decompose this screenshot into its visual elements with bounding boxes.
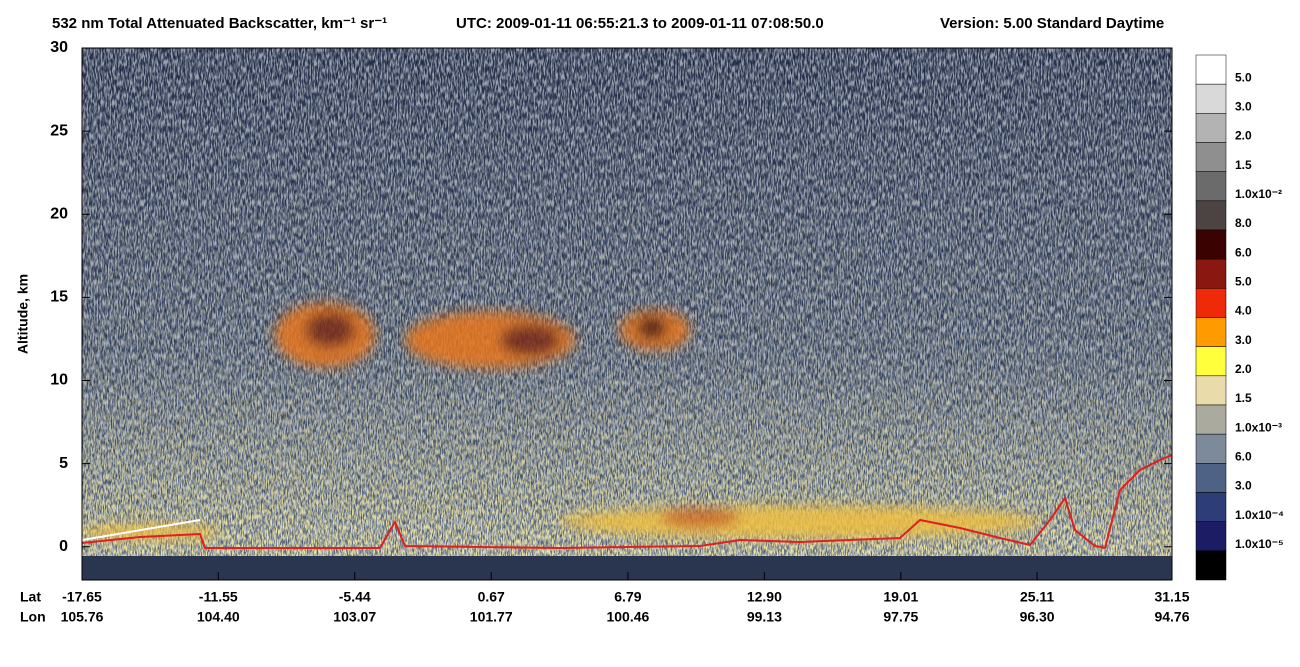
x-tick-label: 25.11 [1020, 589, 1054, 605]
x-tick-label: 12.90 [747, 589, 782, 605]
version: Version: 5.00 Standard Daytime [940, 15, 1164, 32]
colorbar-swatch [1195, 83, 1227, 114]
colorbar-swatch [1195, 346, 1227, 377]
colorbar-swatch [1195, 258, 1227, 289]
x-tick-label: 101.77 [470, 609, 513, 625]
colorbar-label: 1.5 [1235, 158, 1252, 172]
colorbar-swatch [1195, 229, 1227, 260]
colorbar-label: 1.0x10⁻⁵ [1235, 537, 1284, 551]
colorbar-label: 4.0 [1235, 304, 1252, 318]
colorbar-label: 3.0 [1235, 100, 1252, 114]
colorbar-swatch [1195, 433, 1227, 464]
colorbar-label: 1.0x10⁻² [1235, 187, 1282, 201]
x-tick-label: 31.15 [1154, 589, 1189, 605]
x-row-name: Lat [20, 589, 41, 605]
x-tick-label: 104.40 [197, 609, 240, 625]
colorbar-swatch [1195, 375, 1227, 406]
x-tick-label: -11.55 [199, 589, 238, 605]
x-tick-label: 97.75 [883, 609, 918, 625]
colorbar-swatch [1195, 171, 1227, 202]
colorbar-label: 1.0x10⁻⁴ [1235, 508, 1284, 522]
colorbar-swatch [1195, 288, 1227, 318]
colorbar-label: 5.0 [1235, 70, 1252, 84]
x-tick-label: 0.67 [478, 589, 505, 605]
chart-title: 532 nm Total Attenuated Backscatter, km⁻… [52, 15, 387, 32]
colorbar-swatch [1195, 550, 1227, 581]
colorbar-label: 1.0x10⁻³ [1235, 420, 1282, 434]
y-tick-label: 10 [50, 372, 68, 389]
colorbar-label: 2.0 [1235, 362, 1252, 376]
x-tick-label: 105.76 [61, 609, 104, 625]
time-range: UTC: 2009-01-11 06:55:21.3 to 2009-01-11… [456, 15, 824, 32]
x-tick-label: 99.13 [747, 609, 782, 625]
colorbar-label: 5.0 [1235, 275, 1252, 289]
x-tick-label: -17.65 [62, 589, 102, 605]
colorbar-swatch [1195, 463, 1227, 493]
y-tick-label: 5 [59, 455, 68, 472]
colorbar-label: 2.0 [1235, 129, 1252, 143]
colorbar-swatch [1195, 404, 1227, 435]
y-axis-label: Altitude, km [15, 274, 31, 354]
colorbar-label: 1.5 [1235, 391, 1252, 405]
y-tick-label: 20 [50, 205, 68, 222]
x-tick-label: 96.30 [1020, 609, 1055, 625]
colorbar-label: 3.0 [1235, 479, 1252, 493]
colorbar-swatch [1195, 54, 1227, 85]
colorbar-label: 6.0 [1235, 245, 1252, 259]
x-tick-label: 19.01 [883, 589, 918, 605]
x-row-name: Lon [20, 609, 46, 625]
y-tick-label: 25 [50, 122, 68, 139]
colorbar-swatch [1195, 521, 1227, 552]
x-tick-label: 94.76 [1154, 609, 1189, 625]
colorbar-label: 6.0 [1235, 450, 1252, 464]
colorbar-swatch [1195, 200, 1227, 231]
colorbar-swatch [1195, 492, 1227, 522]
colorbar-swatch [1195, 317, 1227, 347]
x-tick-label: 103.07 [333, 609, 376, 625]
plot-frame [81, 47, 1173, 581]
colorbar-swatch [1195, 142, 1227, 172]
y-tick-label: 15 [50, 289, 68, 306]
colorbar-swatch [1195, 113, 1227, 143]
y-tick-label: 30 [50, 39, 68, 56]
x-tick-label: -5.44 [339, 589, 371, 605]
colorbar-label: 8.0 [1235, 216, 1252, 230]
y-tick-label: 0 [59, 538, 68, 555]
backscatter-image [82, 48, 1172, 580]
colorbar-label: 3.0 [1235, 333, 1252, 347]
x-tick-label: 100.46 [606, 609, 649, 625]
x-tick-label: 6.79 [614, 589, 641, 605]
